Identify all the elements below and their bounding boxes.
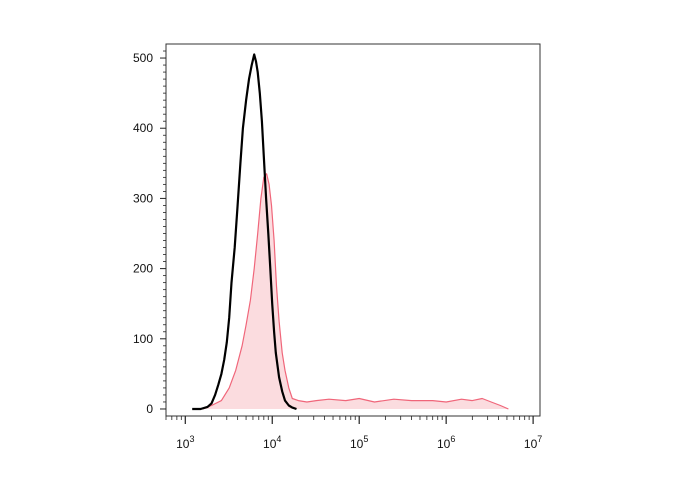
plot-frame — [165, 43, 541, 417]
x-tick-label: 104 — [263, 434, 281, 451]
y-tick-label: 500 — [133, 51, 153, 65]
y-tick-label: 200 — [133, 262, 153, 276]
series-0-outline — [202, 173, 509, 410]
x-tick-label: 105 — [350, 434, 368, 451]
y-axis: 0 100 200 300 400 500 — [133, 50, 166, 416]
y-tick-label: 400 — [133, 121, 153, 135]
y-tick-label: 0 — [146, 402, 153, 416]
series-1-line — [192, 53, 297, 411]
x-tick-label: 103 — [176, 434, 194, 451]
series-layer — [192, 53, 509, 411]
series-0-area — [203, 173, 509, 409]
x-axis: 103 104 105 106 107 — [165, 416, 542, 451]
y-tick-label: 100 — [133, 332, 153, 346]
x-tick-label: 106 — [437, 434, 455, 451]
y-tick-label: 300 — [133, 191, 153, 205]
x-tick-label: 107 — [524, 434, 542, 451]
